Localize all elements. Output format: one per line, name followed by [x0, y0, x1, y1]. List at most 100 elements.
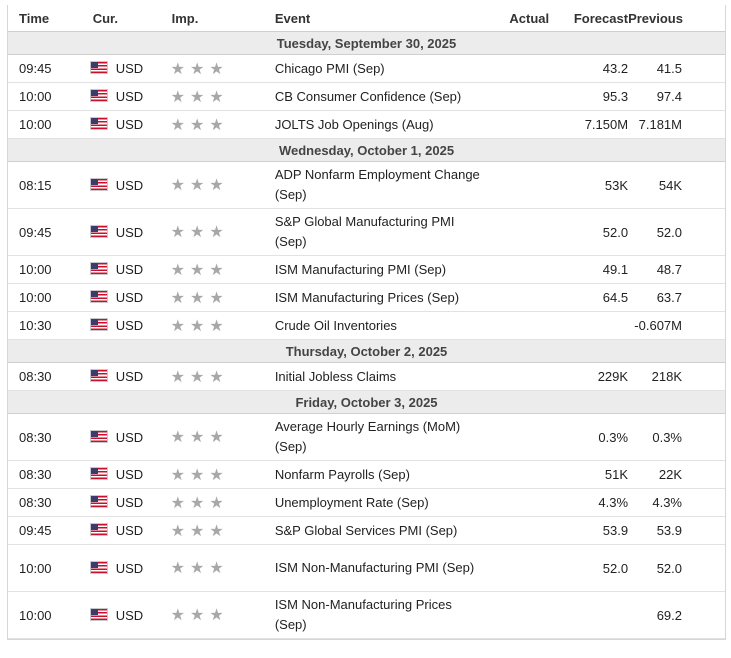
- event-name[interactable]: ISM Non-Manufacturing PMI (Sep): [263, 544, 486, 592]
- event-currency: USD: [115, 117, 144, 132]
- event-actual: [485, 208, 550, 256]
- header-event[interactable]: Event: [263, 5, 486, 32]
- event-name[interactable]: S&P Global Manufacturing PMI (Sep): [263, 208, 486, 256]
- event-name[interactable]: ISM Manufacturing PMI (Sep): [263, 255, 486, 284]
- event-actual: [485, 362, 550, 391]
- event-forecast: 7.150M: [549, 110, 629, 139]
- star-icon: ★: [170, 429, 185, 446]
- event-time: 09:45: [8, 208, 82, 256]
- event-row[interactable]: 08:15 USD ★ ★ ★ ADP Nonfarm Employment Change…: [8, 161, 725, 209]
- event-actual: [485, 516, 550, 545]
- event-row[interactable]: 10:00 USD ★ ★ ★ JOLTS Job Openings (Aug) 7.150…: [8, 110, 725, 139]
- event-importance: ★ ★ ★: [160, 82, 264, 111]
- star-icon: ★: [189, 317, 205, 335]
- event-name[interactable]: Average Hourly Earnings (MoM) (Sep): [263, 413, 486, 461]
- header-forecast[interactable]: Forecast: [549, 5, 629, 32]
- event-currency-cell: USD: [81, 283, 161, 312]
- event-row[interactable]: 10:00 USD ★ ★ ★ ISM Non-Manufacturing Prices …: [8, 591, 725, 639]
- star-icon: ★: [209, 317, 224, 335]
- event-currency: USD: [115, 89, 144, 104]
- header-time[interactable]: Time: [8, 5, 82, 32]
- star-icon: ★: [189, 60, 205, 78]
- star-icon: ★: [170, 88, 185, 106]
- star-icon: ★: [189, 177, 205, 194]
- star-icon: ★: [170, 116, 185, 134]
- event-name[interactable]: S&P Global Services PMI (Sep): [263, 516, 486, 545]
- event-name[interactable]: Crude Oil Inventories: [263, 311, 486, 340]
- star-icon: ★: [209, 607, 224, 624]
- event-actual: [485, 544, 550, 592]
- star-icon: ★: [209, 494, 224, 512]
- day-date: Wednesday, October 1, 2025: [8, 138, 725, 162]
- event-name[interactable]: ISM Non-Manufacturing Prices (Sep): [263, 591, 486, 639]
- event-name[interactable]: Unemployment Rate (Sep): [263, 488, 486, 517]
- header-actual[interactable]: Actual: [485, 5, 550, 32]
- event-forecast: [549, 311, 629, 340]
- event-name[interactable]: JOLTS Job Openings (Aug): [263, 110, 486, 139]
- event-forecast: 4.3%: [549, 488, 629, 517]
- event-row[interactable]: 10:30 USD ★ ★ ★ Crude Oil Inventories -0.607M: [8, 311, 725, 340]
- star-icon: ★: [170, 60, 185, 78]
- event-name[interactable]: Initial Jobless Claims: [263, 362, 486, 391]
- star-icon: ★: [170, 522, 185, 540]
- event-row[interactable]: 08:30 USD ★ ★ ★ Average Hourly Earnings (MoM)…: [8, 413, 725, 461]
- event-previous: 69.2: [628, 591, 725, 639]
- event-currency: USD: [115, 607, 144, 623]
- event-previous: 97.4: [628, 82, 725, 111]
- event-currency-cell: USD: [81, 544, 161, 592]
- event-forecast: 43.2: [549, 54, 629, 83]
- event-name[interactable]: Nonfarm Payrolls (Sep): [263, 460, 486, 489]
- event-currency: USD: [115, 523, 144, 538]
- event-name[interactable]: Chicago PMI (Sep): [263, 54, 486, 83]
- event-row[interactable]: 08:30 USD ★ ★ ★ Nonfarm Payrolls (Sep) 51K 22K: [8, 460, 725, 489]
- star-icon: ★: [209, 60, 224, 78]
- event-forecast: 52.0: [549, 208, 629, 256]
- us-flag-icon: [89, 607, 108, 621]
- event-name[interactable]: ADP Nonfarm Employment Change (Sep): [263, 161, 486, 209]
- event-currency: USD: [115, 61, 144, 76]
- event-currency-cell: USD: [81, 460, 161, 489]
- event-importance: ★ ★ ★: [160, 54, 264, 83]
- event-time: 08:15: [8, 161, 82, 209]
- star-icon: ★: [209, 224, 224, 241]
- us-flag-icon: [89, 262, 108, 275]
- event-actual: [485, 110, 550, 139]
- header-importance[interactable]: Imp.: [160, 5, 264, 32]
- event-row[interactable]: 10:00 USD ★ ★ ★ ISM Manufacturing PMI (Sep) 49…: [8, 255, 725, 284]
- star-icon: ★: [170, 224, 185, 241]
- event-name[interactable]: CB Consumer Confidence (Sep): [263, 82, 486, 111]
- event-currency-cell: USD: [81, 161, 161, 209]
- event-row[interactable]: 10:00 USD ★ ★ ★ ISM Non-Manufacturing PMI (Se…: [8, 544, 725, 592]
- star-icon: ★: [209, 261, 224, 279]
- day-header-row: Friday, October 3, 2025: [8, 390, 725, 414]
- event-row[interactable]: 10:00 USD ★ ★ ★ ISM Manufacturing Prices (Sep…: [8, 283, 725, 312]
- day-header-row: Tuesday, September 30, 2025: [8, 31, 725, 55]
- event-actual: [485, 255, 550, 284]
- calendar-table: Time Cur. Imp. Event Actual Forecast Pre…: [8, 5, 725, 639]
- event-row[interactable]: 09:45 USD ★ ★ ★ Chicago PMI (Sep) 43.2 41.5: [8, 54, 725, 83]
- event-row[interactable]: 09:45 USD ★ ★ ★ S&P Global Services PMI (Sep)…: [8, 516, 725, 545]
- event-row[interactable]: 09:45 USD ★ ★ ★ S&P Global Manufacturing PMI …: [8, 208, 725, 256]
- event-importance: ★ ★ ★: [160, 283, 264, 312]
- event-name[interactable]: ISM Manufacturing Prices (Sep): [263, 283, 486, 312]
- star-icon: ★: [209, 116, 224, 134]
- star-icon: ★: [209, 429, 224, 446]
- star-icon: ★: [209, 88, 224, 106]
- event-time: 10:00: [8, 255, 82, 284]
- star-icon: ★: [189, 224, 205, 241]
- star-icon: ★: [189, 116, 205, 134]
- us-flag-icon: [89, 369, 108, 382]
- event-row[interactable]: 10:00 USD ★ ★ ★ CB Consumer Confidence (Sep) 9…: [8, 82, 725, 111]
- event-row[interactable]: 08:30 USD ★ ★ ★ Initial Jobless Claims 229K 218…: [8, 362, 725, 391]
- header-previous[interactable]: Previous: [628, 5, 725, 32]
- event-currency: USD: [115, 369, 144, 384]
- event-importance: ★ ★ ★: [160, 544, 264, 592]
- event-forecast: 49.1: [549, 255, 629, 284]
- header-currency[interactable]: Cur.: [81, 5, 161, 32]
- us-flag-icon: [89, 290, 108, 303]
- event-previous: 52.0: [628, 544, 725, 592]
- event-row[interactable]: 08:30 USD ★ ★ ★ Unemployment Rate (Sep) 4.3% 4.…: [8, 488, 725, 517]
- star-icon: ★: [209, 466, 224, 484]
- event-actual: [485, 311, 550, 340]
- event-currency: USD: [115, 177, 144, 193]
